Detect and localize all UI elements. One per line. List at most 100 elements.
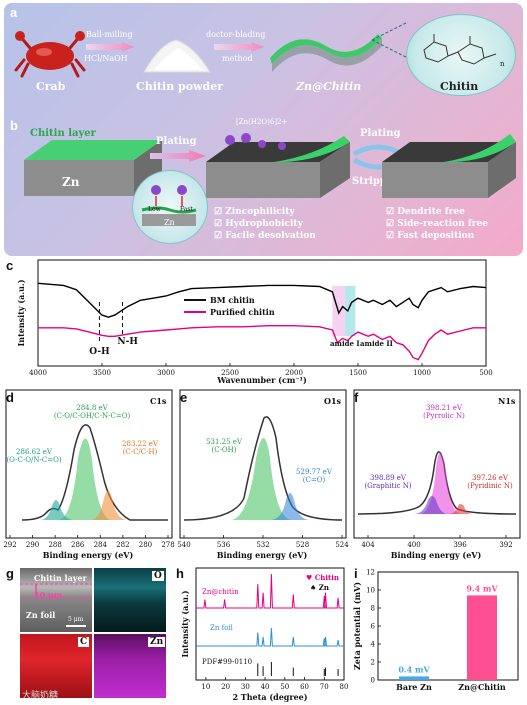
ball-milling-text: Ball-milling <box>86 30 133 39</box>
stripping-text: Stripping <box>352 176 405 187</box>
zn-block-label: Zn <box>62 175 80 189</box>
amide-ii-band <box>345 286 356 336</box>
panel-e-label: e <box>180 390 188 405</box>
zeta-bar <box>399 676 429 680</box>
xrd-chart: 10 20 30 40 50 60 70 80 Zn@chitin Zn foil PDF#9… <box>180 567 348 702</box>
xrd-xtick-label: 80 <box>340 683 349 691</box>
panel-i-label: i <box>354 566 358 581</box>
features-left: ☑ Zincophilicity ☑ Hydrophobicity ☑ Faci… <box>214 206 316 242</box>
e-ticks-label: 536 <box>217 541 231 549</box>
panel-f-label: f <box>354 390 359 405</box>
e-ticks-label: 532 <box>256 541 269 549</box>
arrow-ball-milling <box>86 42 134 52</box>
panel-b-label: b <box>10 118 18 133</box>
d-corner-label: C1s <box>150 396 167 406</box>
ftir-xlabel: Wavenumber (cm⁻¹) <box>216 375 307 385</box>
zeta-ytick-label: 4 <box>371 641 376 649</box>
chitin-layer-label: Chitin layer <box>30 128 96 139</box>
e-corner-label: O1s <box>324 396 342 406</box>
d-ticks-label: 284 <box>94 541 108 549</box>
doctor-blading-text: doctor-blading <box>206 30 266 39</box>
panel-c-label: c <box>6 258 14 273</box>
f-peak3-assign: (Pyridinic N) <box>467 482 513 490</box>
h-trace3-label: PDF#99-0110 <box>202 658 252 666</box>
f-corner-label: N1s <box>498 396 516 406</box>
feature-side-reaction-free: ☑ Side-reaction free <box>386 219 488 229</box>
xps-c1s-chart: C1s 284.8 eV (C-O/C-OH/C-N-C=O) 286.62 e… <box>3 389 175 560</box>
zeta-ytick-label: 2 <box>371 659 375 667</box>
f-ticks-label: 396 <box>453 541 467 549</box>
ftir-chart: 4000 3500 3000 2500 2000 1500 1000 500 Wavenumb… <box>16 259 493 385</box>
plating-text-1: Plating <box>156 136 197 147</box>
zeta-ytick-label: 8 <box>371 605 375 613</box>
xrd-xtick-label: 20 <box>221 683 230 691</box>
zeta-value-label: 0.4 mV <box>398 664 430 674</box>
d-peak1-ev: 284.8 eV <box>76 404 108 412</box>
d-xticks: 292 290 288 286 284 282 280 278 <box>3 535 175 549</box>
d-ticks-label: 286 <box>71 541 85 549</box>
plating-text-2: Plating <box>360 128 401 139</box>
map-o-label: O <box>152 571 164 581</box>
e-ticks-label: 540 <box>177 541 190 549</box>
d-ticks-label: 290 <box>26 541 39 549</box>
sem-image <box>20 568 92 632</box>
e-peak1-ev: 531.25 eV <box>206 438 243 446</box>
feature-hydrophobicity: ☑ Hydrophobicity <box>214 219 303 229</box>
xrd-xtick-label: 70 <box>320 683 329 691</box>
f-peak2-ev: 398.89 eV <box>370 474 407 482</box>
xrd-xtick-label: 10 <box>201 683 210 691</box>
d-peak3-assign: (C-C/C-H) <box>123 448 158 456</box>
f-peak1-ev: 398.21 eV <box>426 404 463 412</box>
xrd-xtick-label: 40 <box>261 683 270 691</box>
bubble-zn-label: Zn <box>164 218 175 227</box>
e-peak2-assign: (C=O) <box>303 476 326 484</box>
chitin-powder-icon <box>143 39 211 73</box>
ftir-xtick-label: 1000 <box>413 369 431 377</box>
hcl-naoh-text: HCl/NaOH <box>84 54 128 63</box>
ftir-xtick-label: 3000 <box>157 369 175 377</box>
xrd-traces <box>196 573 344 676</box>
ftir-xtick-label: 2500 <box>221 369 239 377</box>
xrd-trace-zn-chitin <box>196 573 344 609</box>
xrd-xticks: 10 20 30 40 50 60 70 80 <box>201 677 348 691</box>
h-trace1-label: Zn@chitin <box>202 588 239 596</box>
complex-label: [Zn(H2O)6]2+ <box>236 118 288 126</box>
h-trace2-label: Zn foil <box>210 624 234 632</box>
nh-label: N-H <box>117 337 138 347</box>
zoom-bubble <box>132 170 208 244</box>
f-peak3-ev: 397.26 eV <box>472 474 509 482</box>
ftir-xtick-label: 4000 <box>29 369 47 377</box>
e-xticks: 540 536 532 528 524 <box>177 535 349 549</box>
zeta-category-label: Bare Zn <box>396 682 432 692</box>
fast-label: Fast <box>180 206 193 213</box>
d-peak3-ev: 283.22 eV <box>122 440 159 448</box>
panel-g-label: g <box>6 566 14 581</box>
chitin-label: Chitin <box>440 80 479 93</box>
panel-d-label: d <box>6 390 14 405</box>
h-xlabel: 2 Theta (degree) <box>232 692 307 702</box>
feature-zincophilicity: ☑ Zincophilicity <box>214 207 295 217</box>
feature-dendrite-free: ☑ Dendrite free <box>386 207 465 217</box>
f-xticks: 404 400 396 392 <box>361 535 513 549</box>
e-peak2-ev: 529.77 eV <box>296 468 333 476</box>
d-peak2-ev: 286.62 eV <box>16 448 53 456</box>
arrow-doctor-blading <box>214 42 264 52</box>
ftir-xtick-label: 500 <box>479 369 492 377</box>
f-ticks-label: 392 <box>499 541 512 549</box>
watermark: 大脑奶糖 <box>22 691 59 701</box>
oh-label: O-H <box>89 347 110 357</box>
chitin-structure-bubble <box>406 14 516 96</box>
zn-chitin-foil-icon <box>270 34 382 72</box>
xrd-xtick-label: 50 <box>280 683 289 691</box>
d-peak1-assign: (C-O/C-OH/C-N-C=O) <box>54 412 131 420</box>
map-zn-label: Zn <box>148 637 166 647</box>
h-legend-chitin: ♥ Chitin <box>306 573 339 582</box>
ftir-series-1 <box>38 325 486 361</box>
zeta-category-label: Zn@Chitin <box>458 682 506 692</box>
zeta-ytick-label: 12 <box>366 569 375 577</box>
zn-chitin-label: Zn@Chitin <box>296 80 362 93</box>
d-ticks-label: 292 <box>3 541 16 549</box>
zeta-bar <box>467 595 497 680</box>
zeta-ytick-label: 6 <box>371 623 376 631</box>
